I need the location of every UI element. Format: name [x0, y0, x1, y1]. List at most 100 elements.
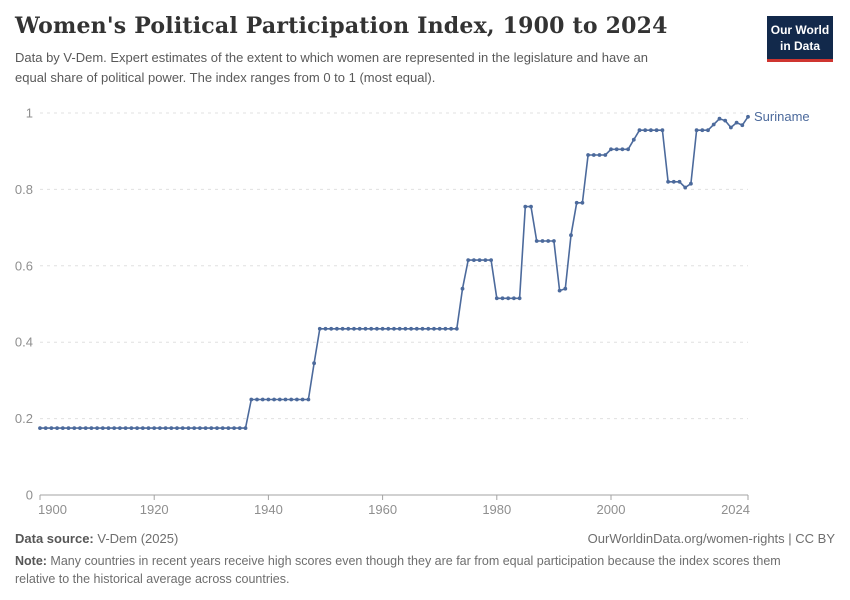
x-tick-label: 1980	[482, 502, 511, 517]
x-tick-label: 2024	[721, 502, 750, 517]
data-point	[329, 326, 334, 331]
data-point	[226, 426, 231, 430]
data-point	[392, 326, 396, 331]
data-point	[357, 326, 362, 331]
data-point	[369, 326, 374, 331]
data-source: Data source: V-Dem (2025)	[15, 531, 178, 546]
data-point	[38, 426, 42, 430]
data-point	[512, 296, 516, 301]
y-tick-label: 1	[26, 106, 33, 121]
owid-url[interactable]: OurWorldinData.org/women-rights | CC BY	[587, 531, 835, 546]
data-point	[477, 258, 482, 262]
y-tick-label: 0.8	[15, 182, 33, 197]
data-point	[494, 296, 499, 301]
data-point	[654, 128, 659, 133]
data-point	[500, 296, 505, 301]
data-point	[129, 426, 134, 430]
note-line-2: relative to the historical average acros…	[15, 572, 290, 587]
data-point	[740, 123, 745, 128]
data-point	[454, 326, 459, 331]
data-point	[135, 426, 140, 430]
data-point	[266, 397, 271, 402]
data-point	[631, 137, 636, 142]
data-point	[209, 426, 214, 430]
data-point	[529, 204, 533, 209]
data-point	[375, 326, 379, 331]
data-point	[717, 116, 722, 121]
data-point	[140, 426, 145, 430]
data-point	[489, 258, 493, 262]
data-point	[729, 125, 733, 130]
chart-subtitle: Data by V-Dem. Expert estimates of the e…	[15, 48, 760, 87]
data-point	[72, 426, 77, 430]
data-point	[60, 426, 65, 430]
data-point	[614, 147, 619, 152]
y-tick-label: 0	[26, 488, 33, 503]
note-line-1: Many countries in recent years receive h…	[46, 554, 781, 568]
data-point	[689, 181, 693, 186]
data-point	[420, 326, 425, 331]
data-point	[437, 326, 442, 331]
data-point	[100, 426, 105, 430]
data-point	[620, 147, 625, 152]
x-tick-label: 1900	[38, 502, 67, 517]
data-point	[112, 426, 117, 430]
data-point	[569, 233, 573, 238]
data-point	[192, 426, 197, 430]
owid-logo-line-2: in Data	[779, 38, 820, 53]
data-point	[215, 426, 219, 430]
data-point	[597, 153, 602, 157]
owid-logo[interactable]: Our World in Data	[767, 16, 833, 63]
data-point	[146, 426, 151, 430]
entity-label-suriname: Suriname	[754, 109, 810, 124]
data-point	[643, 128, 648, 133]
data-point	[534, 239, 539, 243]
data-point	[671, 179, 676, 184]
subtitle-line-1: Data by V-Dem. Expert estimates of the e…	[15, 50, 649, 66]
data-point	[340, 326, 345, 331]
data-point	[55, 426, 59, 430]
data-point	[277, 397, 282, 402]
data-point	[409, 326, 413, 331]
data-point	[180, 426, 185, 430]
data-point	[175, 426, 179, 430]
data-point	[666, 179, 670, 184]
data-point	[626, 147, 630, 152]
data-point	[283, 397, 288, 402]
subtitle-line-2: equal share of political power. The inde…	[15, 69, 436, 85]
data-point	[637, 128, 642, 133]
data-point	[317, 326, 322, 331]
data-point	[700, 128, 705, 133]
data-point	[295, 397, 299, 402]
data-point	[78, 426, 82, 430]
y-tick-label: 0.2	[15, 411, 33, 426]
data-point	[523, 204, 528, 209]
data-point	[106, 426, 111, 430]
data-point	[546, 239, 551, 243]
data-point	[203, 426, 208, 430]
data-point	[472, 258, 476, 262]
data-point	[335, 326, 339, 331]
data-point	[466, 258, 471, 262]
data-point	[89, 426, 94, 430]
data-point	[232, 426, 237, 430]
data-point	[66, 426, 71, 430]
data-point	[397, 326, 402, 331]
data-source-value: V-Dem (2025)	[93, 531, 179, 546]
data-point	[460, 286, 465, 291]
data-point	[403, 326, 408, 331]
data-point	[312, 361, 316, 366]
data-point	[255, 397, 259, 402]
data-point	[300, 397, 305, 402]
data-source-label: Data source:	[15, 531, 94, 546]
x-tick-label: 1940	[254, 502, 283, 517]
data-point	[432, 326, 436, 331]
rights-link[interactable]: OurWorldinData.org/women-rights | CC BY	[588, 531, 835, 546]
y-tick-label: 0.6	[15, 258, 33, 273]
data-point	[563, 286, 568, 291]
data-point	[352, 326, 356, 331]
data-point	[609, 147, 613, 152]
data-point	[694, 128, 699, 133]
data-point	[540, 239, 545, 243]
